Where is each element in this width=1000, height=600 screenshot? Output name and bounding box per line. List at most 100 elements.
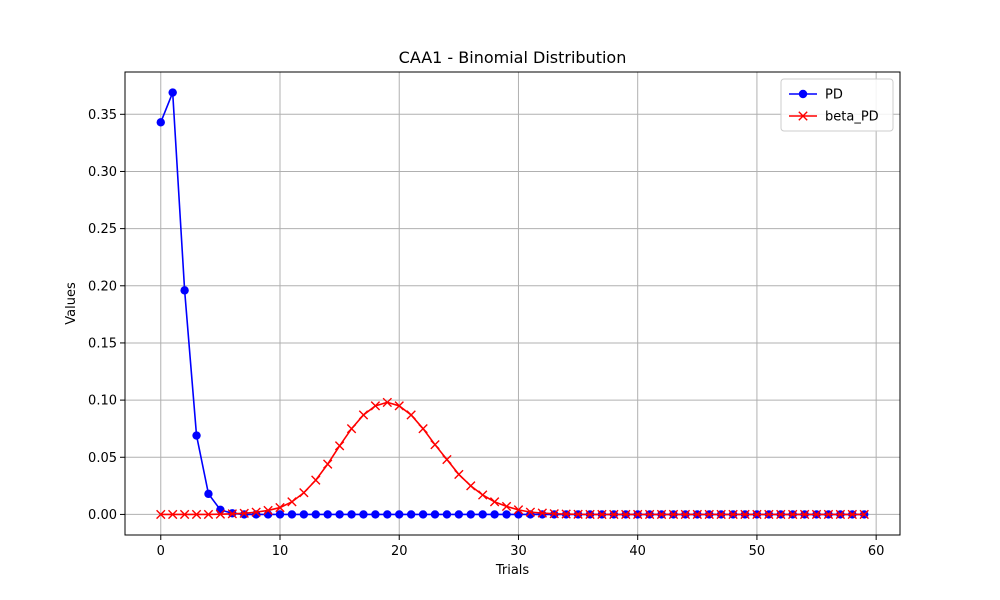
x-tick-label: 50 (749, 544, 766, 559)
data-point-beta_PD (632, 509, 643, 520)
y-axis-label: Values (64, 282, 79, 325)
data-point-beta_PD (585, 509, 595, 520)
data-point-beta_PD (418, 423, 428, 434)
y-tick-label: 0.15 (88, 336, 117, 351)
legend-label: PD (825, 88, 843, 103)
data-point-PD (359, 510, 368, 519)
series-line-beta_PD (160, 401, 865, 516)
data-point-PD (299, 510, 309, 519)
data-point-beta_PD (430, 439, 440, 450)
data-point-PD (216, 505, 225, 515)
data-point-PD (430, 510, 440, 519)
data-point-beta_PD (513, 505, 524, 515)
data-point-beta_PD (334, 441, 345, 451)
data-point-PD (383, 510, 392, 519)
data-point-beta_PD (191, 509, 202, 520)
data-point-beta_PD (644, 509, 655, 520)
x-axis-ticks: 0 10 20 30 40 50 60 (157, 535, 885, 559)
data-point-PD (502, 510, 511, 519)
x-tick-label: 20 (391, 544, 408, 559)
data-point-beta_PD (263, 505, 273, 516)
x-tick-label: 30 (510, 544, 527, 559)
data-point-PD (323, 510, 332, 519)
series-beta_PD (156, 397, 869, 520)
data-point-PD (406, 510, 416, 519)
data-point-beta_PD (215, 509, 226, 519)
data-point-PD (192, 431, 201, 440)
data-point-PD (478, 510, 487, 519)
data-point-beta_PD (561, 509, 571, 519)
data-point-PD (454, 510, 464, 519)
data-point-beta_PD (752, 509, 762, 520)
legend-label: beta_PD (825, 110, 879, 125)
data-point-beta_PD (311, 475, 321, 485)
data-point-beta_PD (549, 509, 559, 519)
data-point-PD (311, 510, 320, 519)
data-point-beta_PD (287, 497, 297, 507)
legend: PD beta_PD (780, 78, 894, 132)
data-point-beta_PD (728, 509, 738, 520)
data-point-PD (287, 510, 297, 519)
data-point-PD (442, 510, 452, 519)
legend-item-PD: PD (789, 88, 843, 103)
data-point-beta_PD (740, 509, 750, 520)
y-axis-ticks: 0.00 0.05 0.10 0.15 0.20 0.25 0.30 0.35 (88, 108, 125, 523)
data-point-beta_PD (621, 509, 631, 520)
legend-marker (798, 111, 808, 121)
data-point-beta_PD (406, 410, 416, 420)
data-point-beta_PD (370, 401, 381, 411)
y-tick-label: 0.20 (88, 279, 117, 294)
data-point-beta_PD (787, 509, 798, 520)
data-point-beta_PD (704, 509, 714, 520)
y-tick-label: 0.25 (88, 222, 117, 237)
data-point-beta_PD (776, 509, 786, 520)
data-point-PD (347, 510, 356, 519)
data-point-beta_PD (859, 509, 869, 520)
data-point-beta_PD (692, 509, 703, 520)
data-point-beta_PD (382, 397, 393, 408)
data-point-beta_PD (811, 509, 822, 520)
data-point-beta_PD (680, 509, 691, 520)
legend-item-beta_PD: beta_PD (789, 110, 879, 125)
data-point-beta_PD (609, 509, 619, 520)
data-point-beta_PD (299, 488, 309, 498)
plot-frame (124, 71, 901, 536)
legend-marker (798, 89, 808, 99)
chart-title: CAA1 - Binomial Distribution (399, 48, 627, 67)
y-tick-label: 0.35 (88, 108, 117, 123)
data-point-PD (204, 489, 213, 499)
data-point-beta_PD (251, 507, 261, 517)
data-point-PD (335, 510, 344, 519)
data-point-beta_PD (716, 509, 726, 520)
x-tick-label: 0 (157, 544, 165, 559)
data-point-PD (490, 510, 499, 519)
data-point-PD (240, 510, 249, 519)
data-point-beta_PD (203, 509, 214, 520)
data-point-PD (180, 286, 189, 295)
data-point-beta_PD (322, 459, 333, 469)
data-point-beta_PD (668, 509, 679, 520)
data-point-beta_PD (454, 469, 464, 480)
series-layer (156, 88, 869, 520)
y-tick-label: 0.00 (88, 508, 117, 523)
x-tick-label: 60 (868, 544, 885, 559)
data-point-PD (538, 510, 547, 519)
data-point-beta_PD (823, 509, 834, 520)
data-point-beta_PD (525, 507, 536, 517)
x-tick-label: 40 (629, 544, 646, 559)
data-point-beta_PD (442, 454, 452, 465)
y-tick-label: 0.05 (88, 451, 117, 466)
data-point-beta_PD (501, 501, 512, 512)
data-point-beta_PD (466, 481, 476, 491)
data-point-beta_PD (179, 509, 190, 520)
data-point-beta_PD (167, 509, 178, 520)
data-point-PD (395, 510, 404, 519)
data-point-beta_PD (156, 509, 166, 520)
x-axis-label: Trials (495, 563, 530, 578)
data-point-beta_PD (573, 509, 583, 520)
data-point-beta_PD (227, 509, 238, 519)
data-point-PD (514, 510, 523, 519)
data-point-beta_PD (799, 509, 810, 520)
data-point-beta_PD (275, 502, 285, 513)
